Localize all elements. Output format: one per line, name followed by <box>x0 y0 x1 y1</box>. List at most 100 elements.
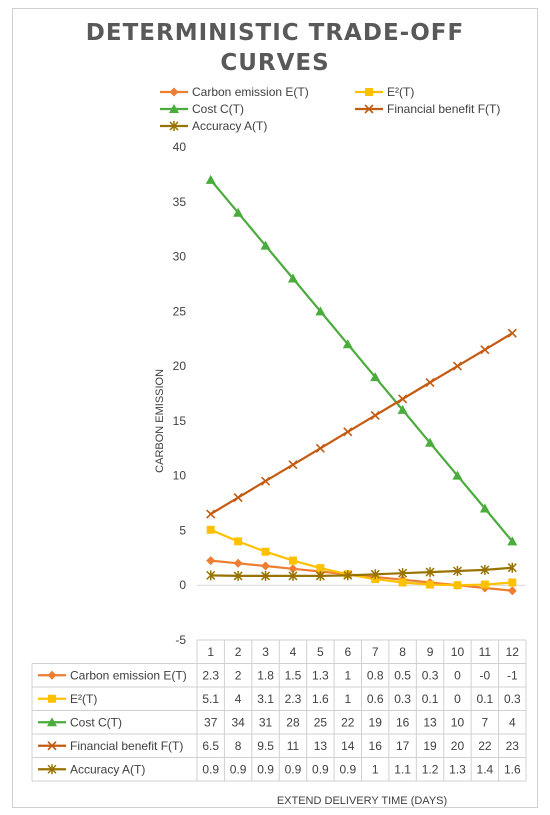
data-label: 0.9 <box>257 762 274 776</box>
data-label: 0.9 <box>339 762 356 776</box>
data-point <box>261 570 271 581</box>
data-label: 2 <box>235 668 242 682</box>
data-point <box>370 410 380 420</box>
data-label: 9.5 <box>257 739 274 753</box>
data-point <box>508 578 517 587</box>
data-point <box>261 547 270 556</box>
data-label: 1.6 <box>312 692 329 706</box>
data-point <box>425 377 435 388</box>
data-point <box>398 568 408 579</box>
chart-title-line-1: DETERMINISTIC TRADE-OFF <box>85 20 465 46</box>
data-point <box>507 328 517 338</box>
table-legend-marker <box>47 764 57 775</box>
data-label: 10 <box>451 715 465 729</box>
data-point <box>452 470 463 480</box>
data-point <box>480 564 490 575</box>
data-point <box>233 570 243 581</box>
legend-marker <box>364 104 374 114</box>
data-label: 1.6 <box>504 762 521 776</box>
data-label: 1.4 <box>477 762 494 776</box>
data-label: 22 <box>341 715 355 729</box>
data-point <box>206 525 215 534</box>
data-label: 1.2 <box>422 762 439 776</box>
data-label: 4 <box>509 715 516 729</box>
data-point <box>480 345 490 355</box>
y-tick-label: 25 <box>173 304 187 318</box>
table-row-label: Carbon emission E(T) <box>70 668 187 682</box>
data-label: 0.3 <box>422 668 439 682</box>
table-legend-marker <box>47 741 57 751</box>
y-tick-label: 5 <box>179 523 186 537</box>
data-label: 34 <box>231 715 245 729</box>
data-label: 1.3 <box>449 762 466 776</box>
data-label: 16 <box>396 715 410 729</box>
data-label: 5.1 <box>202 692 219 706</box>
data-point <box>288 556 297 565</box>
series-line-5 <box>210 566 513 578</box>
data-point <box>234 537 243 546</box>
data-label: 6.5 <box>202 739 219 753</box>
data-point <box>370 569 380 580</box>
data-label: 1 <box>344 692 351 706</box>
data-label: 25 <box>314 715 328 729</box>
x-axis-title: EXTEND DELIVERY TIME (DAYS) <box>277 795 447 807</box>
data-point <box>288 564 298 574</box>
data-label: 0.5 <box>394 668 411 682</box>
y-tick-label: 15 <box>173 414 187 428</box>
data-label: 1 <box>344 668 351 682</box>
y-tick-label: 20 <box>173 359 187 373</box>
data-label: 1.5 <box>285 668 302 682</box>
data-label: 0.1 <box>422 692 439 706</box>
data-label: 3.1 <box>257 692 274 706</box>
data-label: 31 <box>259 715 273 729</box>
data-label: 19 <box>423 739 437 753</box>
legend-label: Cost C(T) <box>192 102 244 116</box>
data-label: 37 <box>204 715 218 729</box>
data-point <box>480 580 489 589</box>
table-row-label: Cost C(T) <box>70 715 122 729</box>
data-point <box>233 207 244 217</box>
data-label: 2.3 <box>285 692 302 706</box>
x-tick-label: 12 <box>506 645 520 659</box>
data-point <box>452 565 462 576</box>
y-tick-label: 40 <box>173 140 187 154</box>
data-label: 1.1 <box>394 762 411 776</box>
data-point <box>342 339 353 349</box>
data-point <box>260 240 271 250</box>
data-point <box>315 306 326 316</box>
data-label: 0.8 <box>367 668 384 682</box>
data-point <box>287 273 298 283</box>
data-label: 1.8 <box>257 668 274 682</box>
data-label: 14 <box>341 739 355 753</box>
data-label: -1 <box>507 668 518 682</box>
table-row-label: Financial benefit F(T) <box>70 739 183 753</box>
data-label: 0 <box>454 692 461 706</box>
data-label: 16 <box>369 739 383 753</box>
data-point <box>206 556 216 566</box>
data-point <box>343 570 353 581</box>
data-point <box>370 372 381 382</box>
data-label: 11 <box>287 739 300 753</box>
data-point <box>316 564 325 573</box>
table-legend-marker <box>48 694 56 703</box>
data-label: 20 <box>451 739 465 753</box>
chart-title-line-2: CURVES <box>220 50 330 76</box>
data-point <box>233 558 243 568</box>
data-label: 0.9 <box>202 762 219 776</box>
legend-label: Financial benefit F(T) <box>387 102 500 116</box>
x-tick-label: 9 <box>427 645 434 659</box>
x-tick-label: 7 <box>372 645 379 659</box>
x-tick-label: 10 <box>451 645 465 659</box>
data-point <box>315 570 325 581</box>
data-label: 28 <box>286 715 300 729</box>
x-tick-label: 8 <box>399 645 406 659</box>
data-label: 0.3 <box>504 692 521 706</box>
table-row-label: E²(T) <box>70 692 97 706</box>
chart-title: DETERMINISTIC TRADE-OFF CURVES <box>0 18 550 78</box>
data-label: 8 <box>235 739 242 753</box>
x-tick-label: 5 <box>317 645 324 659</box>
data-point <box>260 476 271 486</box>
data-label: 2.3 <box>202 668 219 682</box>
data-point <box>206 570 216 581</box>
